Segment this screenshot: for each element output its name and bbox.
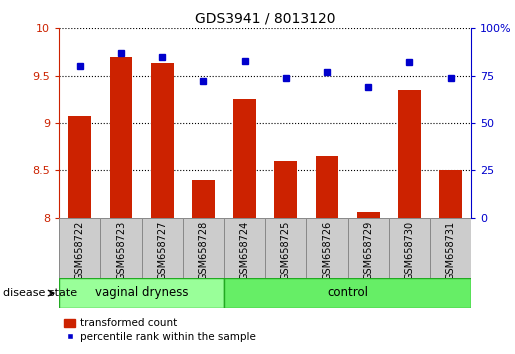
Bar	[306, 218, 348, 278]
Bar	[316, 156, 338, 218]
Text: GSM658723: GSM658723	[116, 221, 126, 280]
Text: GSM658724: GSM658724	[239, 221, 250, 280]
Text: GSM658729: GSM658729	[363, 221, 373, 280]
Text: GSM658725: GSM658725	[281, 221, 291, 280]
Text: GSM658722: GSM658722	[75, 221, 85, 280]
Bar	[430, 218, 471, 278]
Legend: transformed count, percentile rank within the sample: transformed count, percentile rank withi…	[64, 319, 256, 342]
Text: vaginal dryness: vaginal dryness	[95, 286, 188, 299]
Bar	[274, 161, 297, 218]
Bar	[110, 57, 132, 218]
Bar	[357, 212, 380, 218]
Bar	[100, 218, 142, 278]
Text: GSM658730: GSM658730	[404, 221, 415, 280]
Bar	[233, 99, 256, 218]
Bar	[142, 218, 183, 278]
Bar	[439, 170, 462, 218]
Bar	[183, 218, 224, 278]
Bar	[224, 278, 471, 308]
Bar	[224, 218, 265, 278]
Bar	[59, 218, 100, 278]
Text: control: control	[327, 286, 368, 299]
Text: GSM658731: GSM658731	[445, 221, 456, 280]
Bar	[151, 63, 174, 218]
Title: GDS3941 / 8013120: GDS3941 / 8013120	[195, 12, 335, 26]
Text: GSM658726: GSM658726	[322, 221, 332, 280]
Bar	[389, 218, 430, 278]
Text: GSM658728: GSM658728	[198, 221, 209, 280]
Bar	[59, 278, 224, 308]
Text: GSM658727: GSM658727	[157, 221, 167, 280]
Bar	[192, 180, 215, 218]
Text: disease state: disease state	[3, 288, 77, 298]
Bar	[348, 218, 389, 278]
Bar	[398, 90, 421, 218]
Bar	[265, 218, 306, 278]
Bar	[68, 116, 91, 218]
